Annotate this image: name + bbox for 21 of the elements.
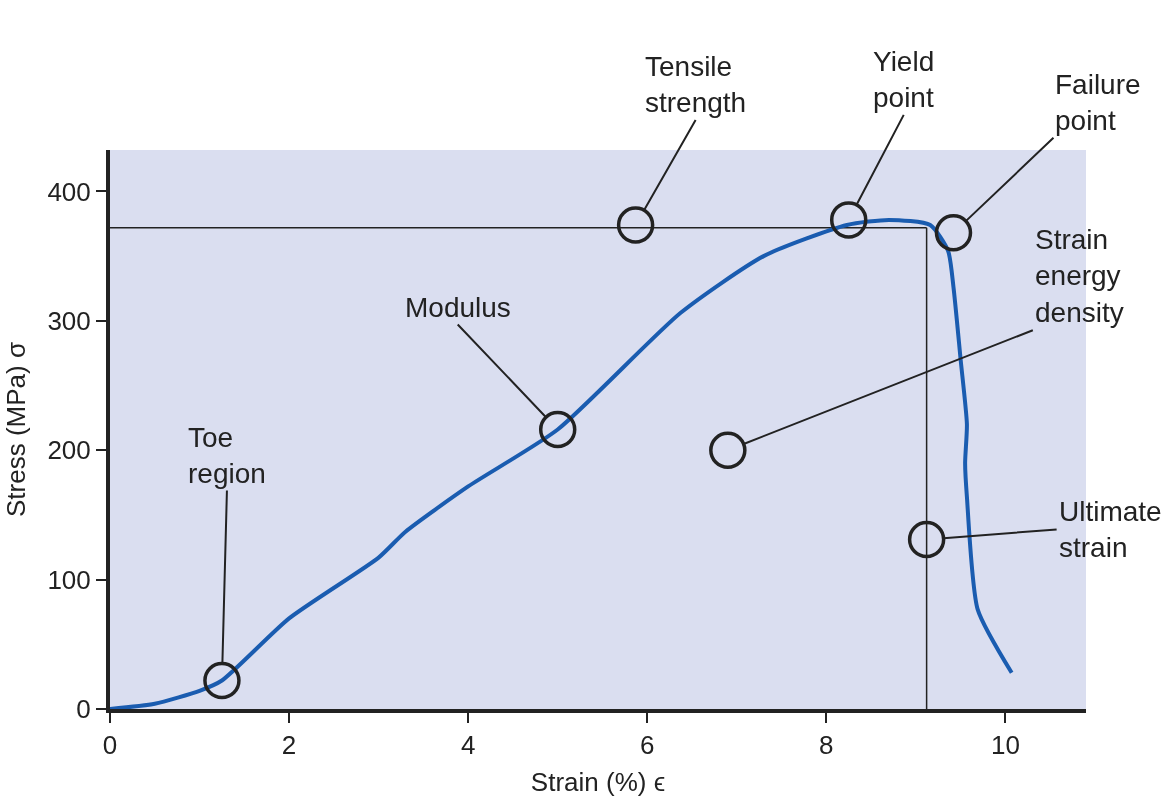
y-axis-title: Stress (MPa) σ — [1, 342, 32, 517]
y-tick-label: 200 — [47, 435, 91, 466]
annotation: Yield point — [873, 46, 935, 114]
y-tick-label: 400 — [47, 176, 91, 207]
x-tick-label: 8 — [819, 730, 834, 761]
y-tick-label: 100 — [47, 564, 91, 595]
annotation: Tensile strength — [645, 51, 747, 119]
annotation: Strain energy density — [1035, 224, 1124, 328]
x-tick-label: 10 — [990, 730, 1020, 761]
x-tick-label: 4 — [460, 730, 476, 761]
annotation: Toe region — [188, 422, 266, 490]
x-tick-label: 2 — [281, 730, 297, 761]
annotation: Ultimate strain — [1059, 496, 1162, 564]
line-series — [110, 217, 1014, 709]
y-tick-label: 300 — [47, 305, 91, 336]
x-axis-title: Strain (%) ϵ — [530, 767, 666, 798]
x-tick-label: 6 — [640, 730, 655, 761]
annotation: Modulus — [405, 292, 511, 323]
y-tick-label: 0 — [76, 694, 91, 725]
x-tick-label: 0 — [102, 730, 118, 761]
annotation: Failure point — [1055, 69, 1141, 137]
